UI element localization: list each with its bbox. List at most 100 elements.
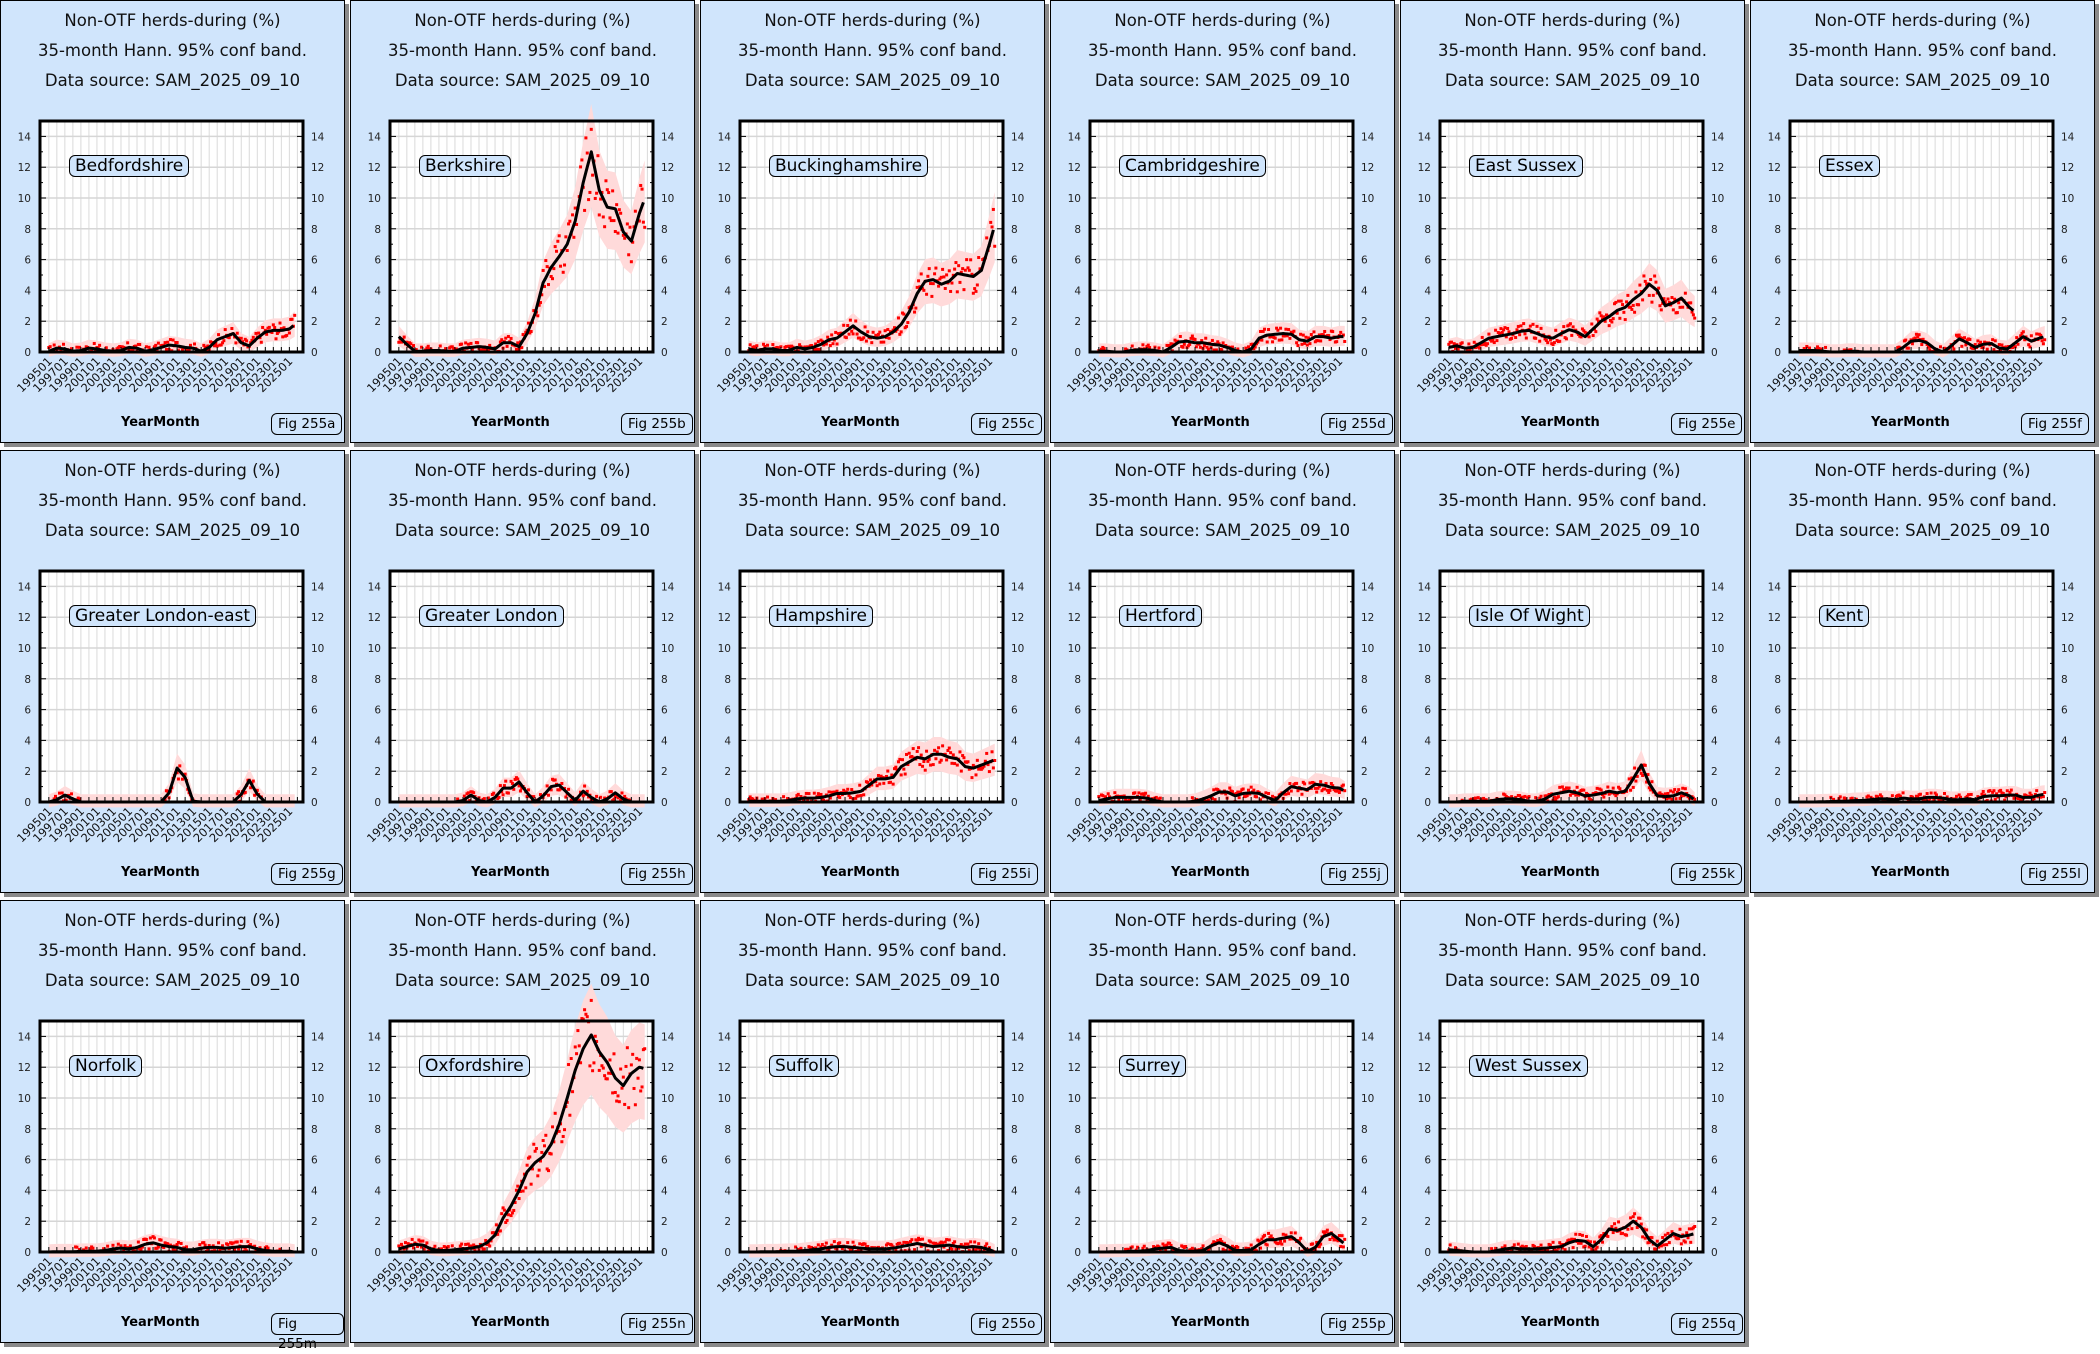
data-point [993,245,996,248]
data-point [1565,337,1568,340]
y-tick-label-right: 12 [661,612,674,624]
region-label: Surrey [1119,1055,1186,1077]
x-axis-label: YearMonth [471,1315,550,1330]
data-point [1295,782,1298,785]
data-point [1628,777,1631,780]
data-point [588,191,591,194]
figure-number-label: Fig 255f [2021,413,2089,435]
data-point [451,1244,454,1247]
data-point [1998,343,2001,346]
y-tick-label-right: 2 [661,766,668,778]
data-point [412,344,415,347]
data-point [547,283,550,286]
data-point [544,259,547,262]
data-point [1626,294,1629,297]
y-tick-label-right: 8 [1361,224,1368,236]
data-point [948,1238,951,1241]
data-point [619,212,622,215]
y-tick-label-right: 14 [1011,581,1025,593]
data-point [526,1164,529,1167]
region-label: Berkshire [419,155,511,177]
data-point [604,179,607,182]
data-point [615,1100,618,1103]
data-point [1522,322,1525,325]
data-point [1569,322,1572,325]
y-tick-label-left: 6 [24,705,31,717]
y-tick-label-right: 10 [661,1093,674,1105]
data-point [1278,339,1281,342]
data-point [1204,337,1207,340]
data-point [807,792,810,795]
data-point [572,236,575,239]
data-point [1514,336,1517,339]
y-tick-label-left: 6 [24,255,31,267]
data-point [614,1091,617,1094]
y-tick-label-right: 6 [661,255,668,267]
y-tick-label-left: 12 [1068,612,1081,624]
data-point [858,1242,861,1245]
data-point [901,758,904,761]
y-tick-label-left: 4 [1074,735,1081,747]
data-point [1518,333,1521,336]
data-point [1311,1242,1314,1245]
data-point [898,758,901,761]
data-point [137,1241,140,1244]
data-point [1570,334,1573,337]
y-tick-label-left: 6 [1074,705,1081,717]
data-point [507,792,510,795]
y-tick-label-left: 14 [368,131,382,143]
y-tick-label-left: 4 [24,1185,31,1197]
data-point [1159,797,1162,800]
data-point [560,782,563,785]
data-point [62,343,65,346]
data-point [467,791,470,794]
data-point [149,1236,152,1239]
data-point [892,783,895,786]
data-point [1503,326,1506,329]
data-point [217,333,220,336]
y-tick-label-left: 4 [374,1185,381,1197]
data-point [749,343,752,346]
y-tick-label-right: 6 [1011,705,1018,717]
data-point [1133,791,1136,794]
y-tick-label-left: 10 [18,1093,31,1105]
data-point [1621,303,1624,306]
data-point [989,221,992,224]
region-label: Bedfordshire [69,155,189,177]
data-point [483,797,486,800]
y-tick-label-left: 12 [18,612,31,624]
data-point [905,753,908,756]
data-point [245,339,248,342]
data-point [1970,793,1973,796]
data-point [1600,789,1603,792]
region-label: Hampshire [769,605,873,627]
data-point [860,794,863,797]
data-point [281,335,284,338]
data-point [1891,794,1894,797]
data-point [862,336,865,339]
data-point [1495,339,1498,342]
data-point [615,203,618,206]
data-point [123,1244,126,1247]
y-tick-label-left: 10 [1768,193,1781,205]
y-tick-label-left: 10 [1068,1093,1081,1105]
data-point [261,326,264,329]
data-point [1676,311,1679,314]
data-point [849,319,852,322]
y-tick-label-right: 10 [1011,193,1024,205]
data-point [1660,308,1663,311]
data-point [469,342,472,345]
y-tick-label-left: 6 [724,705,731,717]
data-point [512,1209,515,1212]
data-point [542,1139,545,1142]
data-point [1274,337,1277,340]
data-point [1316,339,1319,342]
data-point [1143,1245,1146,1248]
data-point [1669,789,1672,792]
data-point [918,763,921,766]
data-point [1594,330,1597,333]
data-point [568,220,571,223]
region-label: Buckinghamshire [769,155,928,177]
